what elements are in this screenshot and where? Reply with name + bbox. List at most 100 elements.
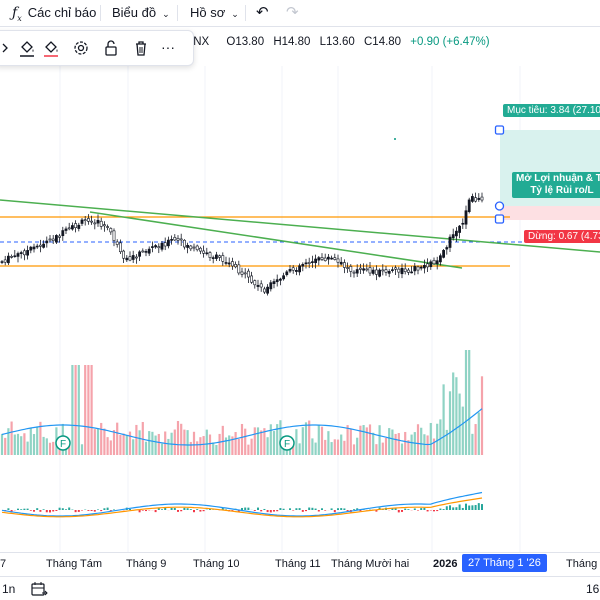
- target-handle[interactable]: [494, 125, 505, 135]
- volume-bar: [148, 431, 151, 455]
- candle: [10, 256, 14, 258]
- axis-label: 2026: [433, 558, 458, 570]
- candle: [173, 237, 177, 241]
- candle: [141, 250, 145, 253]
- stop-handle[interactable]: [494, 214, 505, 224]
- volume-bar: [90, 365, 93, 455]
- axis-label: Tháng 3: [566, 558, 600, 570]
- macd-histogram-bar: [301, 510, 304, 512]
- candle: [413, 266, 417, 272]
- macd-histogram-bar: [23, 508, 26, 510]
- profile-menu-button[interactable]: Hồ sơ ⌄: [190, 3, 239, 23]
- macd-histogram-bar: [7, 508, 10, 510]
- candle: [454, 230, 458, 237]
- macd-histogram-bar: [477, 503, 480, 510]
- macd-histogram-bar: [321, 508, 323, 510]
- volume-bar: [180, 423, 183, 455]
- candle: [387, 271, 391, 274]
- volume-bar: [400, 443, 404, 455]
- more-icon[interactable]: ···: [161, 39, 175, 55]
- candle: [192, 246, 196, 249]
- ohlc-legend: INX O13.80 H14.80 L13.60 C14.80 +0.90 (+…: [190, 36, 496, 48]
- volume-bar: [221, 425, 224, 455]
- candle: [400, 267, 404, 275]
- volume-bar: [240, 423, 244, 455]
- volume-bar: [381, 442, 384, 455]
- stop-label[interactable]: Dừng: 0.67 (4.73: [524, 230, 600, 243]
- position-info-label[interactable]: Mở Lợi nhuận & Th Tỷ lệ Rủi ro/L: [512, 172, 600, 198]
- volume-bar: [215, 444, 218, 455]
- volume-bar: [119, 434, 122, 455]
- candle: [298, 265, 302, 273]
- marker-f-1[interactable]: F: [55, 435, 71, 451]
- gear-icon[interactable]: [71, 38, 91, 58]
- macd-histogram-bar: [343, 508, 346, 510]
- macd-histogram-bar: [10, 510, 13, 513]
- macd-histogram-bar: [90, 510, 93, 512]
- stop-zone[interactable]: [500, 206, 600, 220]
- drag-handle-icon[interactable]: [1, 38, 21, 58]
- candle: [346, 267, 350, 269]
- interval-button[interactable]: 1n: [2, 582, 16, 596]
- candle: [426, 263, 430, 268]
- volume-bar: [372, 432, 375, 455]
- toolbar-divider: [177, 5, 178, 21]
- undo-icon: ↶: [256, 4, 269, 21]
- candle: [87, 218, 90, 222]
- chart-menu-button[interactable]: Biểu đồ ⌄: [112, 3, 170, 23]
- top-toolbar: ƒx Các chỉ báo Biểu đồ ⌄ Hồ sơ ⌄ ↶ ↷: [0, 0, 600, 27]
- volume-bar: [266, 437, 269, 455]
- volume-bar: [445, 429, 448, 455]
- candle: [304, 262, 308, 265]
- trendline-lower[interactable]: [89, 211, 463, 269]
- candle: [183, 239, 186, 248]
- volume-bar: [32, 434, 36, 455]
- candle: [326, 256, 330, 260]
- fill-icon[interactable]: [41, 38, 61, 58]
- volume-bar: [4, 437, 7, 455]
- trendline-upper[interactable]: [0, 199, 600, 253]
- volume-bar: [420, 427, 423, 455]
- candle: [38, 244, 42, 247]
- volume-bar: [10, 421, 13, 455]
- candle: [42, 243, 46, 248]
- macd-histogram-bar: [317, 510, 320, 512]
- entry-handle[interactable]: [494, 201, 505, 211]
- volume-bar: [461, 406, 464, 455]
- candle: [256, 285, 260, 287]
- price-chart[interactable]: F F: [0, 26, 600, 552]
- open-value: O13.80: [226, 36, 265, 48]
- symbol-label[interactable]: INX: [190, 36, 210, 48]
- volume-bar: [0, 433, 4, 455]
- volume-bar: [298, 443, 301, 455]
- marker-f-2[interactable]: F: [279, 435, 295, 451]
- candle: [170, 239, 174, 241]
- candle: [397, 268, 401, 273]
- macd-histogram-bar: [449, 505, 451, 510]
- macd-histogram-bar: [442, 509, 445, 510]
- redo-button[interactable]: ↷: [286, 3, 299, 23]
- macd-histogram-bar: [42, 509, 45, 510]
- volume-bar: [202, 436, 205, 455]
- candle: [355, 269, 359, 274]
- macd-histogram-bar: [481, 504, 483, 510]
- candle: [186, 244, 190, 248]
- candle: [272, 281, 276, 285]
- calendar-range-icon[interactable]: [30, 580, 48, 600]
- candle: [54, 235, 58, 243]
- macd-histogram-bar: [173, 507, 176, 510]
- paint-bucket-icon[interactable]: [17, 38, 37, 58]
- undo-button[interactable]: ↶: [256, 3, 269, 23]
- macd-histogram-bar: [436, 510, 439, 512]
- volume-bar: [276, 424, 279, 455]
- time-axis[interactable]: 7 Tháng Tám Tháng 9 Tháng 10 Tháng 11 Th…: [0, 552, 600, 575]
- lock-icon[interactable]: [101, 38, 121, 58]
- candle: [435, 260, 439, 265]
- volume-bar: [410, 434, 413, 455]
- candle: [218, 255, 222, 258]
- indicators-button[interactable]: ƒx Các chỉ báo: [12, 3, 96, 23]
- trash-icon[interactable]: [131, 38, 151, 58]
- target-label[interactable]: Mục tiêu: 3.84 (27.10: [503, 104, 600, 117]
- candle: [99, 220, 103, 227]
- volume-bar: [96, 428, 100, 455]
